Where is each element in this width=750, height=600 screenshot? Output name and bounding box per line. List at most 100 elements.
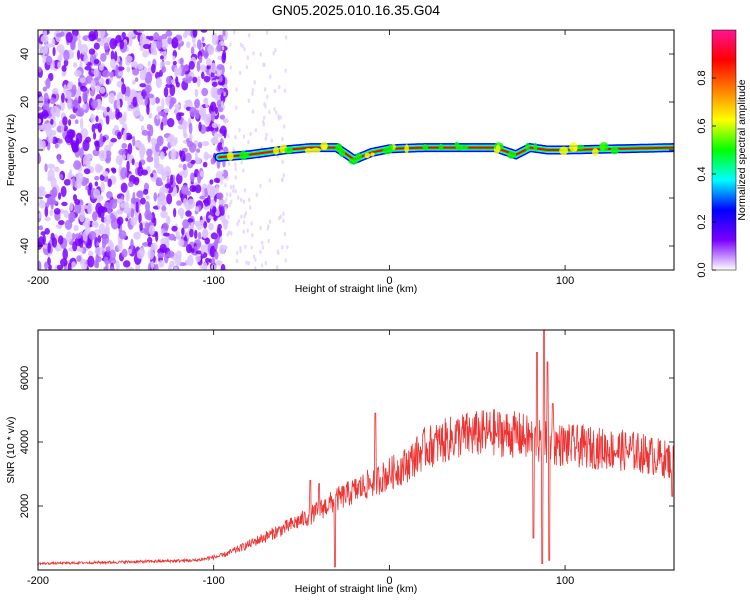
noise-speck [69,114,77,120]
noise-speck [147,60,151,67]
noise-speck [139,83,147,88]
noise-speck [166,193,173,205]
noise-speck [82,204,88,210]
noise-speck [93,68,99,78]
noise-speck [95,254,99,265]
noise-speck [254,257,257,262]
noise-speck [161,33,168,40]
noise-speck [265,132,268,138]
noise-speck [74,233,82,239]
noise-speck [168,264,172,270]
noise-speck [57,192,62,200]
colorbar-tick-label: 0.6 [696,118,708,133]
noise-speck [47,163,56,169]
noise-speck [224,183,227,188]
colorbar-tick-label: 0.8 [696,70,708,85]
noise-speck [229,42,232,47]
noise-speck [78,95,82,104]
noise-speck [145,201,150,213]
noise-speck [150,260,155,270]
noise-speck [140,197,146,205]
noise-speck [100,52,107,62]
noise-speck [59,159,65,165]
noise-speck [94,175,100,181]
noise-speck [215,260,223,266]
noise-speck [269,74,272,79]
noise-speck [150,43,157,56]
noise-speck [120,182,128,193]
noise-speck [252,254,256,259]
noise-speck [249,131,252,137]
noise-speck [98,64,104,71]
noise-speck [189,228,194,238]
x-tick-label: 100 [556,575,574,587]
noise-speck [167,37,173,45]
noise-speck [280,177,284,182]
spectrogram-y-ticks: -40 -20 0 20 40 [19,48,674,254]
noise-speck [263,62,266,68]
noise-speck [45,77,51,89]
noise-speck [139,115,144,122]
y-tick-label: 4000 [19,430,31,454]
noise-speck [232,147,235,152]
noise-speck [121,154,126,161]
noise-speck [110,138,117,143]
noise-speck [88,30,96,42]
noise-speck [234,134,237,140]
noise-speck [92,149,100,157]
noise-speck [220,180,223,185]
noise-speck [72,145,79,153]
noise-speck [227,214,230,220]
signal-blob [243,153,250,159]
noise-speck [235,258,239,264]
noise-speck [99,86,106,94]
noise-speck [180,184,189,195]
noise-speck [137,63,144,70]
noise-speck [40,231,46,236]
noise-speck [124,95,129,102]
noise-speck [171,225,178,232]
noise-speck [286,244,289,250]
noise-speck [142,50,149,58]
noise-speck [102,69,110,78]
noise-speck [208,258,212,264]
noise-speck [251,91,254,96]
noise-speck [140,125,145,132]
noise-speck [38,118,42,124]
noise-speck [93,132,97,140]
noise-speck [227,161,231,166]
noise-speck [103,42,110,51]
noise-speck [83,53,89,65]
noise-speck [247,98,251,104]
noise-speck [260,240,264,246]
noise-speck [247,33,251,38]
noise-speck [49,97,56,105]
noise-speck [45,126,53,138]
noise-speck [38,186,46,192]
noise-speck [116,216,124,226]
noise-speck [60,31,65,37]
noise-speck [270,138,273,143]
noise-speck [223,91,226,97]
noise-speck [141,169,149,176]
x-tick-label: 0 [386,275,392,287]
noise-speck [234,166,237,171]
noise-speck [194,157,201,165]
noise-speck [58,220,65,226]
noise-speck [103,215,112,226]
noise-speck [195,255,201,263]
noise-speck [85,185,89,191]
x-tick-label: 100 [556,275,574,287]
noise-speck [113,198,118,204]
noise-speck [80,43,89,55]
noise-speck [239,245,242,251]
noise-speck [217,70,221,76]
noise-speck [38,152,41,164]
signal-blob [438,143,444,151]
noise-speck [184,152,192,162]
noise-speck [57,138,63,144]
snr-plot-area [38,330,674,568]
noise-speck [156,135,164,146]
snr-series-line [38,330,674,568]
noise-speck [121,248,128,258]
